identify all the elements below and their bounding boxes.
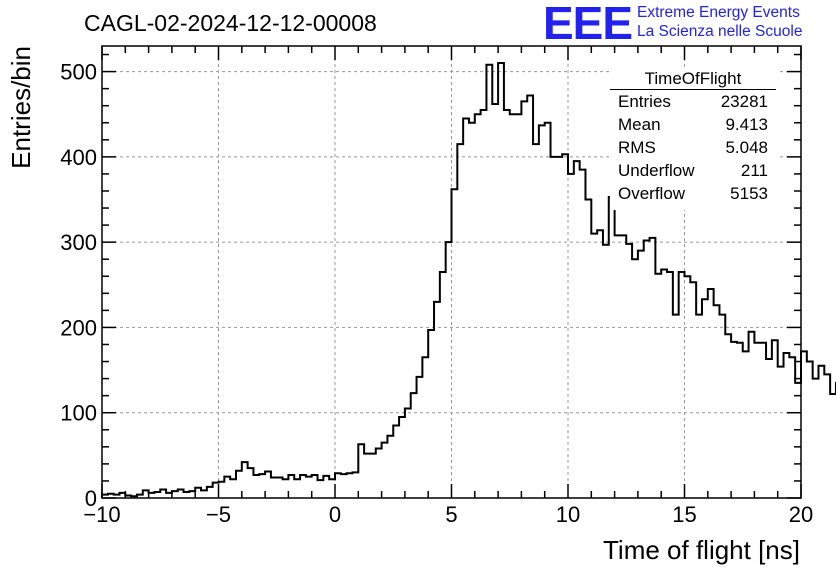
y-axis-label: Entries/bin: [6, 46, 36, 169]
y-tick-label: 400: [60, 145, 97, 170]
stats-row-overflow: Overflow 5153: [610, 182, 778, 205]
stats-value: 5.048: [725, 138, 768, 157]
stats-label: Entries: [618, 92, 671, 111]
stats-row-rms: RMS 5.048: [610, 136, 778, 159]
stats-value: 211: [740, 161, 768, 180]
x-tick-label: 15: [672, 502, 696, 527]
x-tick-label: 0: [329, 502, 341, 527]
y-tick-label: 0: [85, 486, 97, 511]
eee-logo: EEE: [543, 0, 633, 49]
logo-line-2: La Scienza nelle Scuole: [637, 23, 803, 40]
stats-value: 9.413: [725, 115, 768, 134]
stats-label: Underflow: [618, 161, 695, 180]
stats-title: TimeOfFlight: [610, 68, 776, 90]
stats-box: TimeOfFlight Entries 23281 Mean 9.413 RM…: [610, 68, 778, 210]
stats-label: RMS: [618, 138, 656, 157]
stats-label: Overflow: [618, 184, 686, 203]
stats-row-underflow: Underflow 211: [610, 159, 778, 182]
y-tick-label: 100: [60, 401, 97, 426]
x-tick-label: 20: [789, 502, 813, 527]
plot-frame: [101, 45, 802, 499]
x-tick-label: −10: [83, 502, 120, 527]
y-tick-label: 500: [60, 60, 97, 85]
logo-line-1: Extreme Energy Events: [637, 4, 800, 21]
stats-row-entries: Entries 23281: [610, 90, 778, 113]
y-tick-label: 200: [60, 315, 97, 340]
histogram-series: [101, 62, 836, 498]
run-title: CAGL-02-2024-12-12-00008: [84, 10, 377, 36]
y-tick-label: 300: [60, 230, 97, 255]
stats-row-mean: Mean 9.413: [610, 113, 778, 136]
x-tick-label: 10: [556, 502, 580, 527]
axis-ticks: [101, 46, 802, 499]
eee-logo-text: Extreme Energy Events La Scienza nelle S…: [637, 3, 802, 41]
x-tick-label: −5: [206, 502, 231, 527]
stats-label: Mean: [618, 115, 661, 134]
x-axis-label: Time of flight [ns]: [603, 535, 800, 565]
stats-value: 5153: [730, 184, 768, 203]
stats-value: 23281: [720, 92, 768, 111]
x-tick-label: 5: [445, 502, 457, 527]
